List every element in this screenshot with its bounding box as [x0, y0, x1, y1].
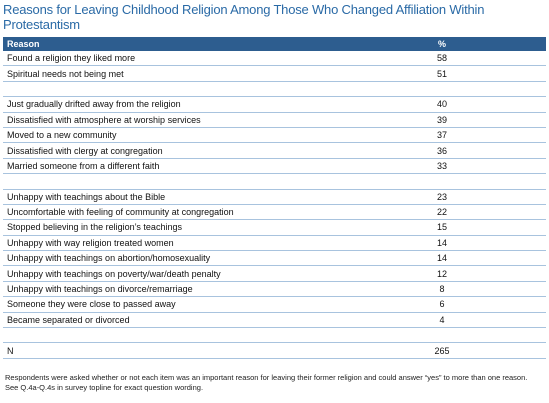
reason-cell: Reason [3, 37, 402, 51]
reason-cell: Unhappy with teachings on divorce/remarr… [3, 281, 402, 298]
reason-cell: Unhappy with teachings about the Bible [3, 189, 402, 205]
spacer-cell [482, 265, 546, 282]
percent-cell: 40 [402, 96, 482, 113]
reason-cell: Spiritual needs not being met [3, 65, 402, 82]
data-row: Unhappy with way religion treated women 1… [3, 235, 546, 252]
spacer-cell [482, 127, 546, 144]
reason-cell: Unhappy with teachings on abortion/homos… [3, 250, 402, 267]
spacer-cell [482, 142, 546, 159]
spacer-cell [482, 37, 546, 51]
percent-cell: 14 [402, 250, 482, 267]
empty-cell [3, 173, 546, 190]
spacer-cell [482, 96, 546, 113]
spacer-cell [482, 281, 546, 298]
total-row: N 265 [3, 342, 546, 359]
reason-cell: Someone they were close to passed away [3, 296, 402, 313]
data-row: Unhappy with teachings on abortion/homos… [3, 250, 546, 267]
spacer-cell [482, 112, 546, 128]
percent-cell: 22 [402, 204, 482, 221]
data-row: Unhappy with teachings on divorce/remarr… [3, 281, 546, 298]
data-row: Unhappy with teachings on poverty/war/de… [3, 265, 546, 282]
data-row: Married someone from a different faith 33 [3, 158, 546, 175]
reason-cell: Uncomfortable with feeling of community … [3, 204, 402, 221]
percent-cell: 37 [402, 127, 482, 144]
data-row: Dissatisfied with atmosphere at worship … [3, 112, 546, 128]
data-row: Spiritual needs not being met 51 [3, 65, 546, 82]
reasons-table: Reason% Found a religion they liked more 5… [3, 37, 546, 359]
percent-cell: 15 [402, 219, 482, 236]
reason-cell: Married someone from a different faith [3, 158, 402, 175]
spacer-cell [482, 65, 546, 82]
reason-cell: Stopped believing in the religion’s teac… [3, 219, 402, 236]
empty-cell [3, 81, 546, 98]
empty-cell [3, 327, 546, 344]
separator-row [3, 327, 546, 344]
percent-cell: 51 [402, 65, 482, 82]
percent-cell: 14 [402, 235, 482, 252]
data-row: Became separated or divorced 4 [3, 312, 546, 329]
spacer-cell [482, 51, 546, 67]
spacer-cell [482, 342, 546, 359]
separator-row [3, 81, 546, 98]
reason-cell: Unhappy with teachings on poverty/war/de… [3, 265, 402, 282]
separator-row [3, 173, 546, 190]
spacer-cell [482, 189, 546, 205]
data-row: Stopped believing in the religion’s teac… [3, 219, 546, 236]
reason-cell: N [3, 342, 402, 359]
spacer-cell [482, 219, 546, 236]
reason-cell: Just gradually drifted away from the rel… [3, 96, 402, 113]
spacer-cell [482, 250, 546, 267]
spacer-cell [482, 204, 546, 221]
percent-cell: 36 [402, 142, 482, 159]
header-row: Reason% [3, 37, 546, 51]
percent-cell: 4 [402, 312, 482, 329]
percent-cell: 23 [402, 189, 482, 205]
percent-cell: 8 [402, 281, 482, 298]
data-row: Found a religion they liked more 58 [3, 51, 546, 67]
data-row: Dissatisfied with clergy at congregation… [3, 142, 546, 159]
data-row: Uncomfortable with feeling of community … [3, 204, 546, 221]
reason-cell: Moved to a new community [3, 127, 402, 144]
reason-cell: Became separated or divorced [3, 312, 402, 329]
reason-cell: Dissatisfied with atmosphere at worship … [3, 112, 402, 128]
data-row: Unhappy with teachings about the Bible 23 [3, 189, 546, 205]
spacer-cell [482, 296, 546, 313]
data-row: Someone they were close to passed away 6 [3, 296, 546, 313]
percent-cell: 33 [402, 158, 482, 175]
reason-cell: Unhappy with way religion treated women [3, 235, 402, 252]
footnote: Respondents were asked whether or not ea… [5, 373, 528, 392]
percent-cell: 265 [402, 342, 482, 359]
spacer-cell [482, 235, 546, 252]
percent-cell: % [402, 37, 482, 51]
reason-cell: Dissatisfied with clergy at congregation [3, 142, 402, 159]
percent-cell: 12 [402, 265, 482, 282]
spacer-cell [482, 158, 546, 175]
table-title: Reasons for Leaving Childhood Religion A… [3, 2, 485, 32]
data-row: Moved to a new community 37 [3, 127, 546, 144]
percent-cell: 6 [402, 296, 482, 313]
percent-cell: 39 [402, 112, 482, 128]
data-row: Just gradually drifted away from the rel… [3, 96, 546, 113]
percent-cell: 58 [402, 51, 482, 67]
spacer-cell [482, 312, 546, 329]
reason-cell: Found a religion they liked more [3, 51, 402, 67]
